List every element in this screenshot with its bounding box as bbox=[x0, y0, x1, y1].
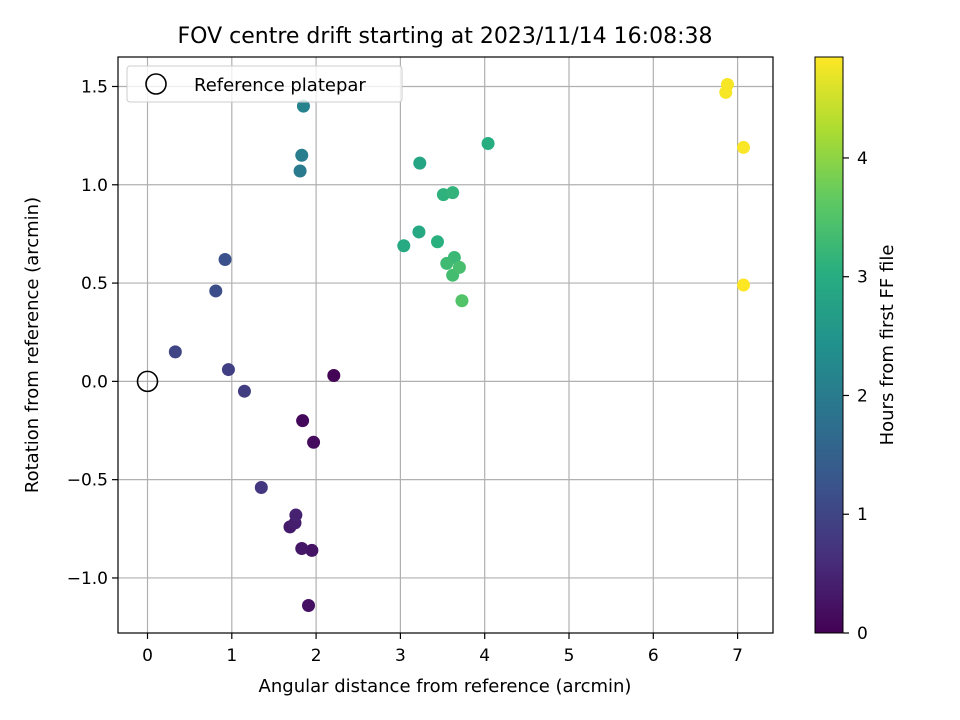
colorbar-tick-label: 4 bbox=[857, 149, 868, 169]
x-tick-label: 7 bbox=[732, 646, 743, 666]
data-point bbox=[237, 384, 251, 398]
legend-box bbox=[126, 65, 403, 103]
data-point bbox=[168, 345, 182, 359]
data-point bbox=[296, 99, 310, 113]
grid-lines bbox=[118, 57, 773, 633]
plot-frame bbox=[117, 56, 774, 634]
data-points bbox=[168, 78, 750, 612]
data-point bbox=[305, 543, 319, 557]
x-tick-label: 3 bbox=[395, 646, 406, 666]
y-tick-label: 0.5 bbox=[81, 274, 108, 294]
data-point bbox=[446, 186, 460, 200]
data-point bbox=[440, 256, 454, 270]
data-point bbox=[307, 435, 321, 449]
data-point bbox=[412, 225, 426, 239]
data-point bbox=[736, 278, 750, 292]
colorbar-label: Hours from first FF file bbox=[877, 245, 898, 446]
data-point bbox=[452, 260, 466, 274]
data-point bbox=[455, 294, 469, 308]
data-point bbox=[302, 598, 316, 612]
colorbar-gradient bbox=[815, 57, 843, 633]
y-tick-label: −1.0 bbox=[67, 569, 108, 589]
legend-reference-marker bbox=[145, 73, 167, 95]
y-tick-label: 1.0 bbox=[81, 176, 108, 196]
data-point bbox=[430, 235, 444, 249]
data-point bbox=[719, 85, 733, 99]
legend: Reference platepar bbox=[126, 65, 403, 103]
data-point bbox=[254, 481, 268, 495]
y-axis-ticks: −1.0 −0.5 0.0 0.5 1.0 1.5 bbox=[67, 77, 118, 589]
x-tick-label: 4 bbox=[479, 646, 490, 666]
data-point bbox=[293, 164, 307, 178]
data-point bbox=[289, 508, 303, 522]
legend-reference-label: Reference platepar bbox=[194, 75, 366, 96]
colorbar-ticks: 0 1 2 3 4 bbox=[843, 149, 868, 644]
x-tick-label: 1 bbox=[226, 646, 237, 666]
data-point bbox=[481, 136, 495, 150]
colorbar-tick-label: 2 bbox=[857, 386, 868, 406]
colorbar-tick-label: 0 bbox=[857, 624, 868, 644]
data-point bbox=[295, 148, 309, 162]
colorbar-tick-label: 1 bbox=[857, 505, 868, 525]
x-tick-label: 6 bbox=[648, 646, 659, 666]
reference-platepar-marker bbox=[136, 370, 159, 393]
y-axis-label: Rotation from reference (arcmin) bbox=[22, 197, 43, 493]
data-point bbox=[295, 541, 309, 555]
data-point bbox=[209, 284, 223, 298]
data-point bbox=[327, 368, 341, 382]
chart-title: FOV centre drift starting at 2023/11/14 … bbox=[178, 24, 713, 49]
y-tick-label: −0.5 bbox=[67, 471, 108, 491]
data-point bbox=[218, 252, 232, 266]
data-point bbox=[413, 156, 427, 170]
x-tick-label: 0 bbox=[142, 646, 153, 666]
data-point bbox=[397, 239, 411, 253]
x-tick-label: 5 bbox=[564, 646, 575, 666]
colorbar-tick-label: 3 bbox=[857, 268, 868, 288]
x-axis-label: Angular distance from reference (arcmin) bbox=[259, 676, 632, 697]
colorbar-frame bbox=[814, 56, 844, 634]
data-point bbox=[736, 140, 750, 154]
y-tick-label: 1.5 bbox=[81, 77, 108, 97]
y-tick-label: 0.0 bbox=[81, 372, 108, 392]
x-tick-label: 2 bbox=[311, 646, 322, 666]
data-point bbox=[221, 363, 235, 377]
colorbar: 0 1 2 3 4 Hours from first FF file bbox=[814, 56, 898, 644]
data-point bbox=[296, 414, 310, 428]
x-axis-ticks: 0 1 2 3 4 5 6 7 bbox=[142, 633, 743, 666]
